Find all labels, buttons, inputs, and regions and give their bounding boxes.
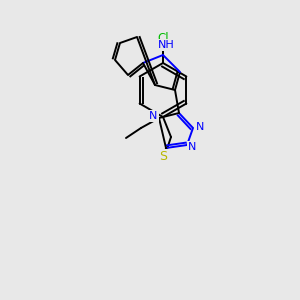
Text: Cl: Cl bbox=[157, 32, 169, 44]
Text: NH: NH bbox=[158, 40, 174, 50]
Text: N: N bbox=[149, 111, 157, 121]
Text: Cl: Cl bbox=[157, 32, 169, 44]
Text: NH: NH bbox=[158, 40, 174, 50]
Text: S: S bbox=[159, 151, 167, 164]
Text: N: N bbox=[150, 111, 158, 121]
Text: N: N bbox=[188, 142, 196, 152]
Text: N: N bbox=[195, 122, 203, 132]
Text: S: S bbox=[159, 151, 167, 164]
Text: N: N bbox=[196, 122, 204, 132]
Text: N: N bbox=[188, 142, 196, 152]
